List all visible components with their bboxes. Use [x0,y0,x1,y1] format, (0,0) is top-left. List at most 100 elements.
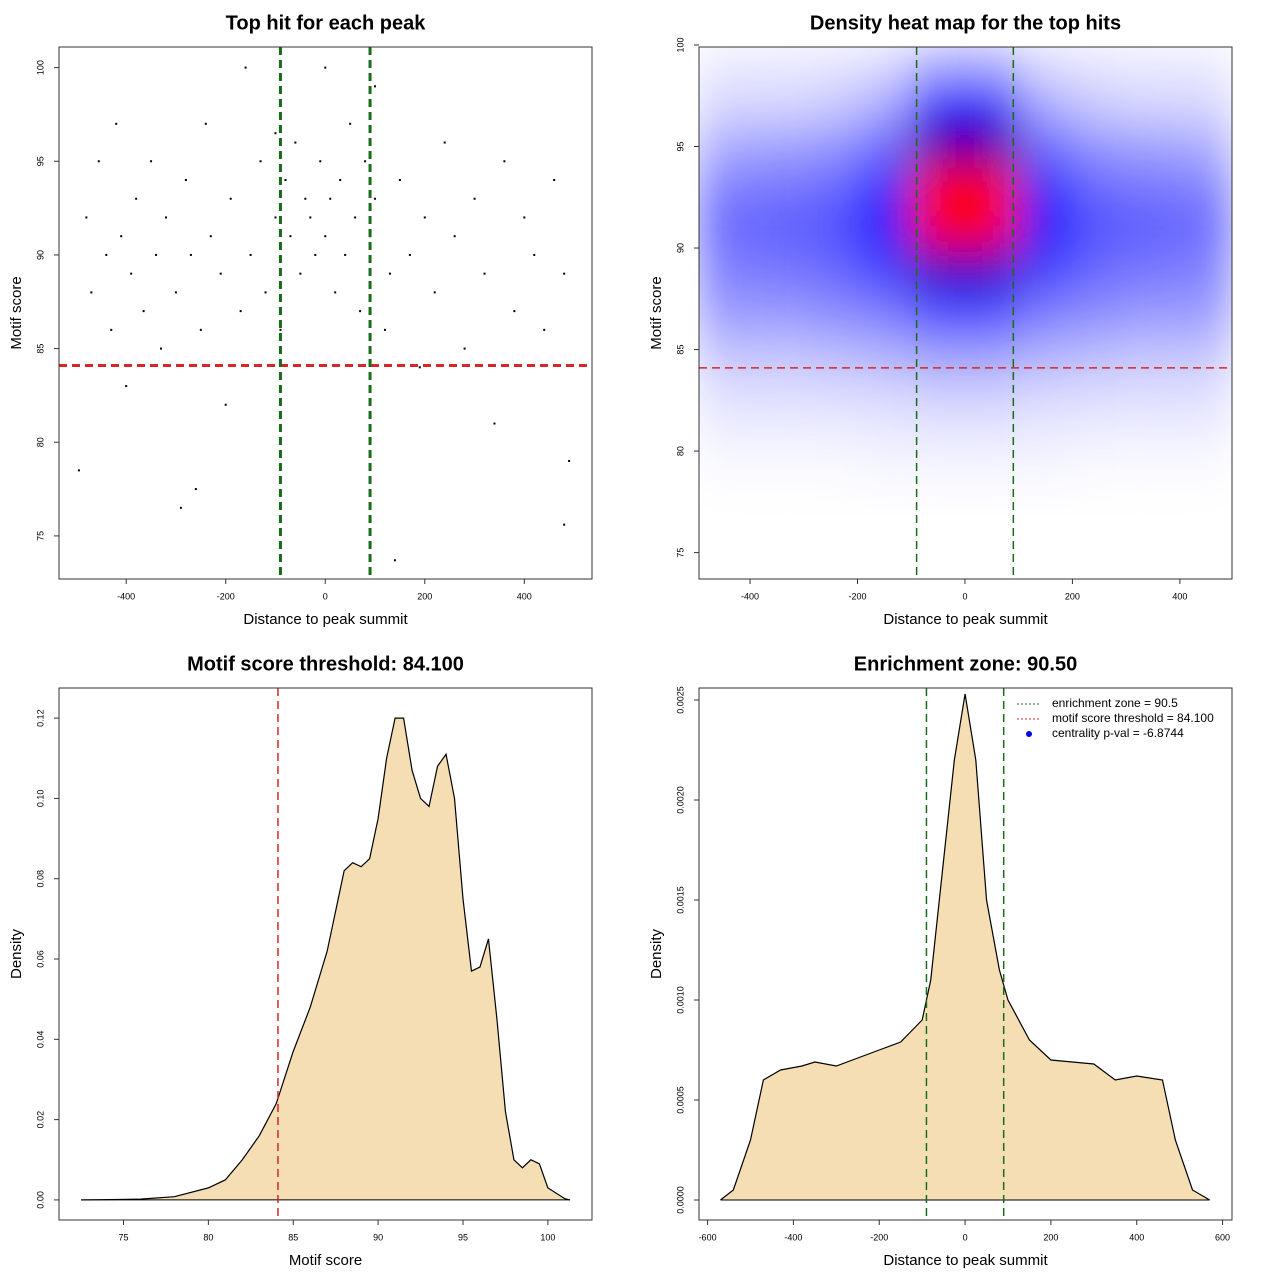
x-tick-label: 0 [962,591,967,601]
point [194,488,197,491]
heat-cell [1126,248,1180,289]
heat-cell [1126,329,1180,370]
x-tick-label: 200 [417,591,432,601]
y-tick-label: 0.02 [35,1111,45,1129]
heat-cell [750,166,804,208]
point [179,506,182,509]
y-tick-label: 90 [675,243,685,253]
heat-cell [857,207,912,249]
heat-cell [964,248,1019,289]
density-area [81,718,570,1200]
point [142,310,145,313]
heat-cell [857,47,912,86]
point [274,132,277,135]
heat-cell [1018,410,1073,452]
heat-cell [1072,248,1127,289]
point [299,272,302,275]
point [314,253,317,256]
heat-cell [857,166,912,208]
point [304,197,307,200]
heat-cell [750,207,804,249]
point [563,523,566,526]
point [463,347,466,350]
heat-cell [964,410,1019,452]
point [105,253,108,256]
heatmap-cells [699,47,1232,492]
point [483,272,486,275]
heat-cell [699,85,751,127]
heat-cell [857,451,912,492]
heat-cell [699,288,751,330]
heat-cell [1072,207,1127,249]
heat-cell [911,410,965,452]
y-tick-label: 100 [675,37,685,52]
heat-cell [911,166,965,208]
heat-cell [857,126,912,167]
point [433,291,436,294]
point [393,559,396,562]
plot-frame [698,46,1233,580]
point [364,160,367,163]
point [383,328,386,331]
point [294,141,297,144]
point [224,403,227,406]
heat-cell [803,451,858,492]
x-tick-label: 0 [963,1232,968,1242]
point [284,179,287,181]
heat-cell [1072,329,1127,370]
point [199,328,202,331]
heat-cell [964,166,1019,208]
heat-cell [1126,166,1180,208]
point [120,235,123,238]
y-tick-label: 0.0000 [675,1186,685,1214]
point [453,235,456,238]
point [239,310,242,313]
heat-cell [857,369,912,411]
heat-cell [1126,47,1180,86]
heat-cell [1072,451,1127,492]
x-axis-label: Distance to peak summit [243,611,408,628]
x-tick-label: 600 [1215,1232,1230,1242]
heat-cell [1126,288,1180,330]
x-tick-label: 200 [1065,591,1080,601]
x-tick-label: 0 [323,591,328,601]
point [135,197,138,200]
y-tick-label: 0.0015 [675,886,685,914]
heat-cell [803,85,858,127]
y-tick-label: 0.04 [35,1031,45,1049]
heat-cell [964,451,1019,492]
y-axis-label: Motif score [648,276,665,349]
point [184,179,187,181]
density-line [81,717,571,1201]
heat-cell [857,288,912,330]
point [408,253,411,256]
y-axis-label: Density [648,928,665,979]
x-tick-label: 80 [203,1232,213,1242]
point [264,291,267,294]
point [473,197,476,200]
point [418,366,421,369]
legend-label: enrichment zone = 90.5 [1052,696,1178,710]
heat-cell [699,248,751,289]
x-tick-label: -400 [741,591,759,601]
x-tick-label: 95 [458,1232,468,1242]
heat-cell [911,248,965,289]
x-axis-label: Motif score [289,1252,362,1269]
x-tick-label: 90 [373,1232,383,1242]
density-area [720,694,1210,1200]
y-axis-label: Density [8,928,25,979]
y-tick-label: 95 [675,141,685,151]
heat-cell [964,47,1019,86]
point [189,253,192,256]
point [359,310,362,313]
y-tick-label: 85 [675,345,685,355]
y-tick-label: 0.0005 [675,1086,685,1114]
point [164,216,167,219]
y-tick-label: 95 [35,156,45,166]
x-axis-label: Distance to peak summit [883,1252,1048,1269]
legend-symbol [1026,731,1032,737]
heat-cell [1072,288,1127,330]
x-tick-label: -200 [217,591,235,601]
density-line [720,693,1210,1201]
heat-cell [750,288,804,330]
